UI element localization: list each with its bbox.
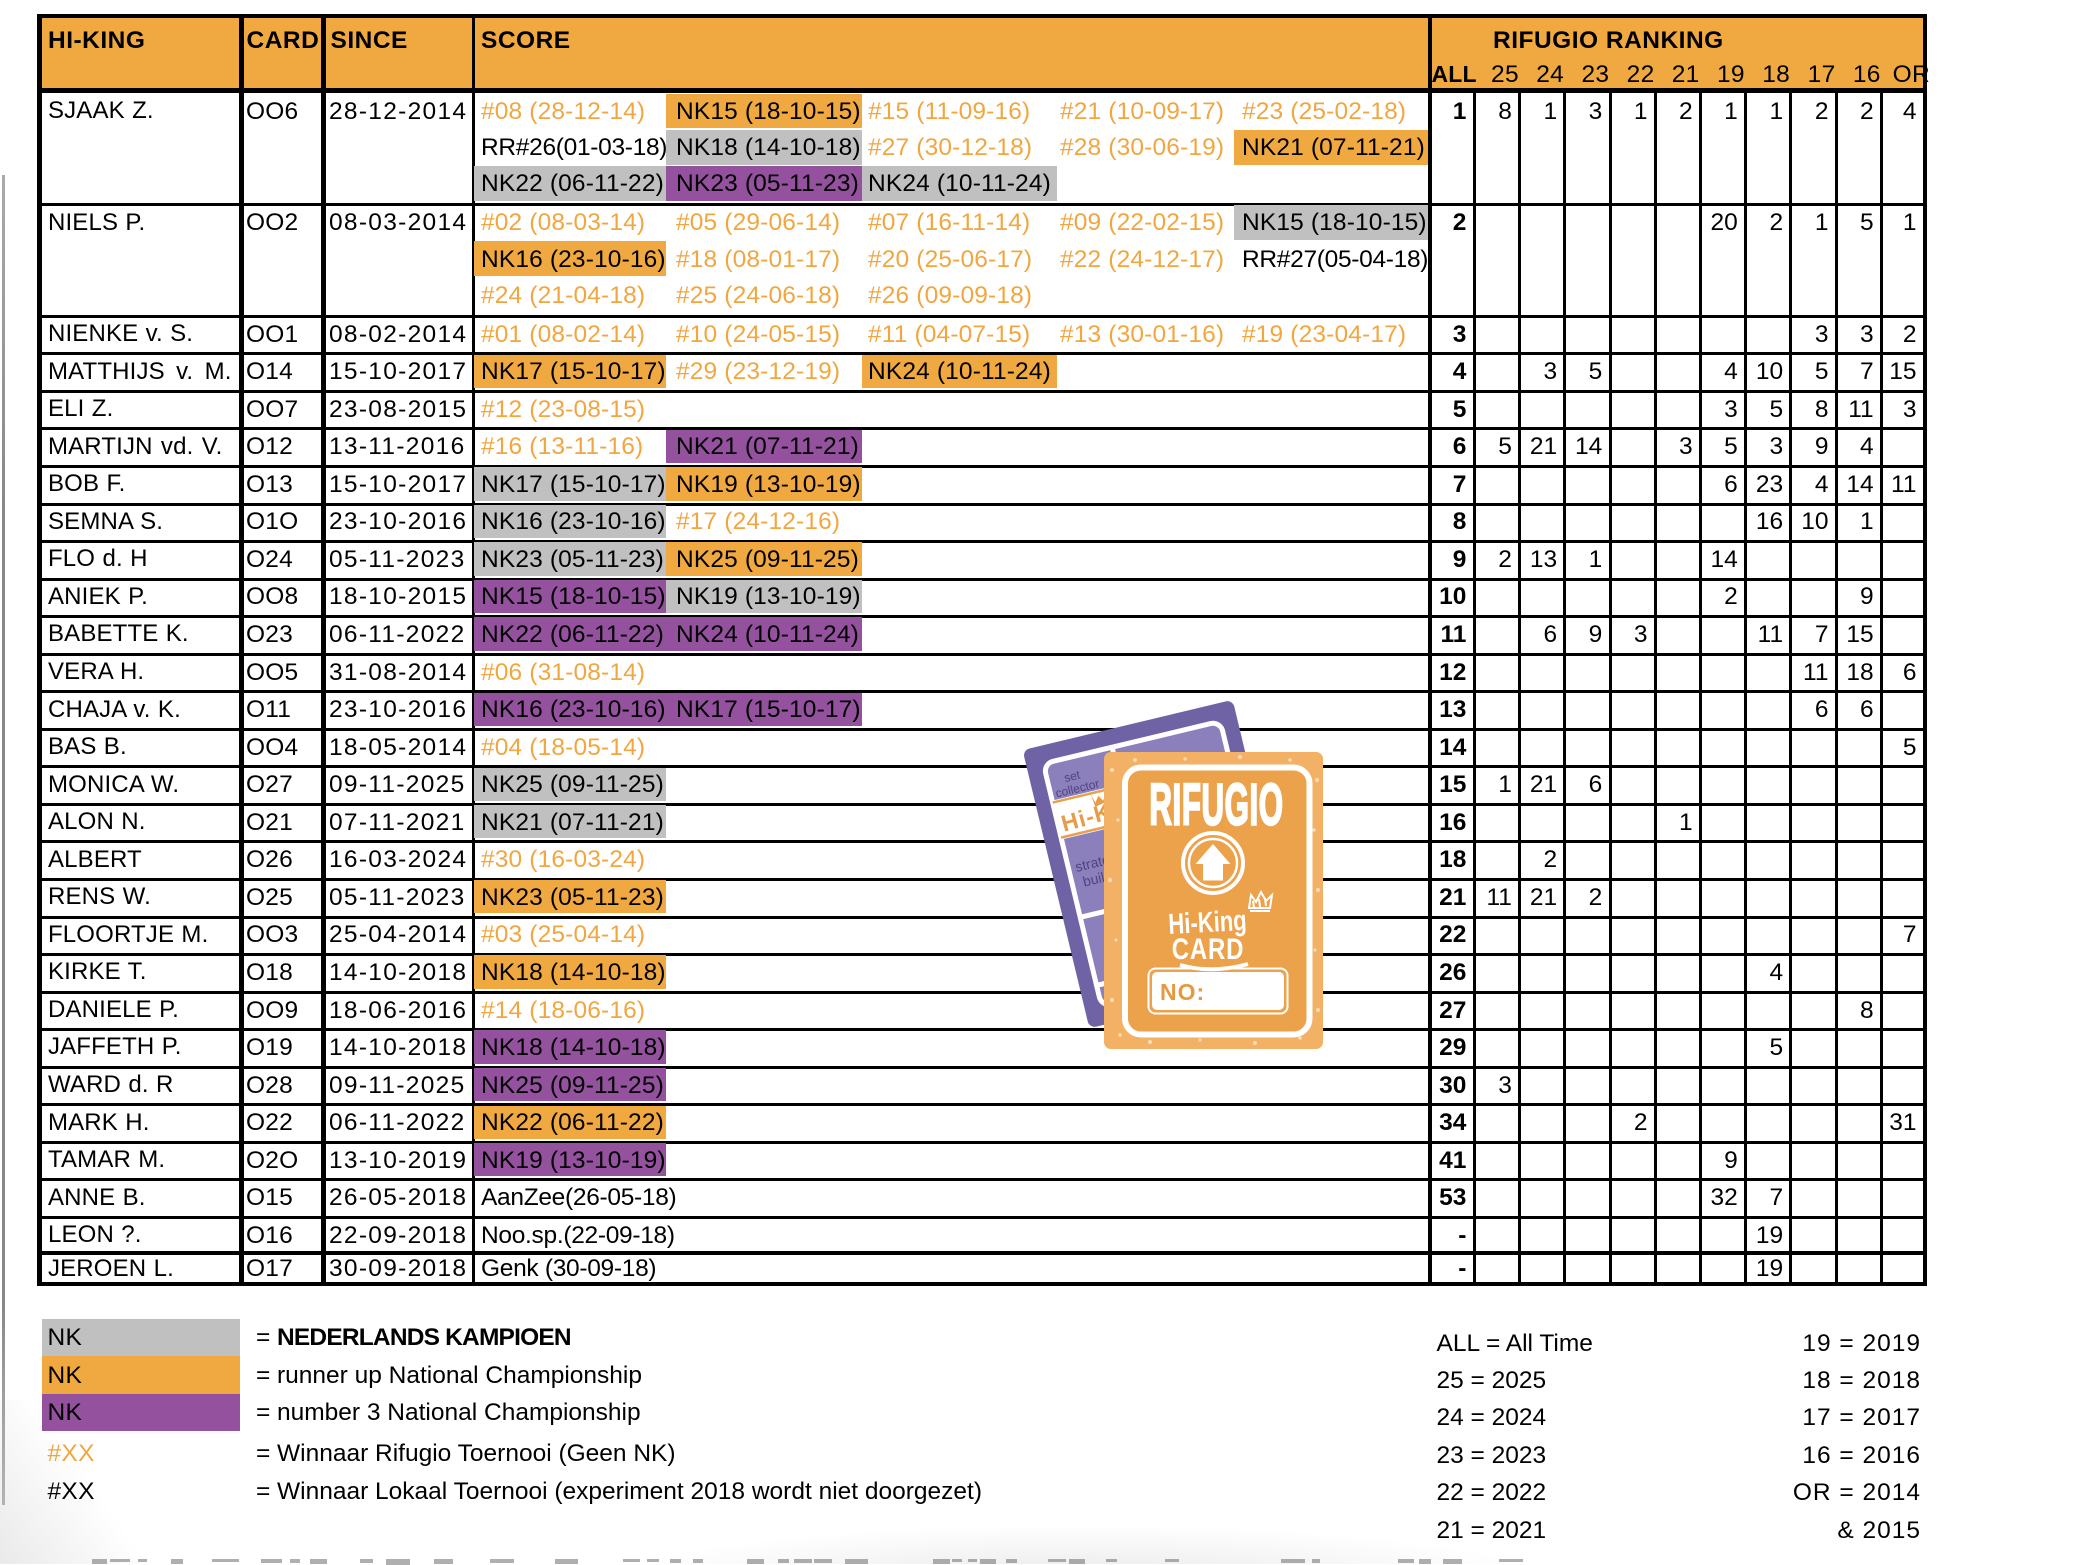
svg-text:NO:: NO: xyxy=(1160,979,1205,1005)
svg-text:Hi-King: Hi-King xyxy=(1168,905,1248,941)
svg-text:CARD: CARD xyxy=(1172,931,1245,965)
svg-text:RIFUGIO: RIFUGIO xyxy=(1149,771,1283,837)
svg-text:set: set xyxy=(1063,768,1082,786)
